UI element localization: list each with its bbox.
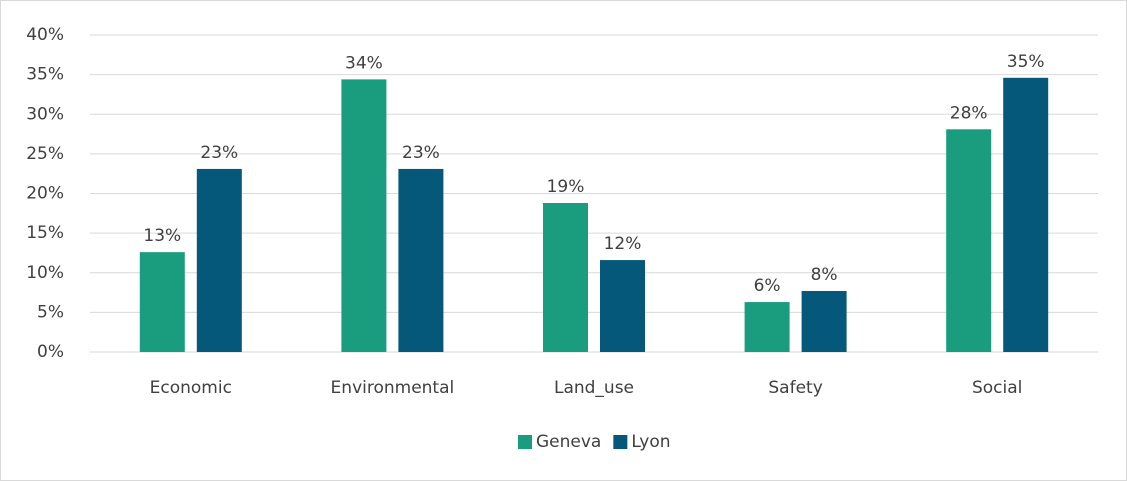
y-tick-label: 15% <box>26 223 64 243</box>
bar <box>1003 77 1049 353</box>
bar <box>196 168 242 352</box>
legend-swatch <box>518 435 532 449</box>
y-tick-label: 35% <box>26 65 64 85</box>
y-tick-label: 30% <box>26 104 64 124</box>
x-tick-label: Safety <box>768 378 822 398</box>
y-tick-label: 20% <box>26 184 64 204</box>
y-tick-label: 40% <box>26 25 64 45</box>
x-tick-label: Environmental <box>331 378 455 398</box>
legend-swatch <box>613 435 628 449</box>
data-label: 35% <box>1007 52 1045 72</box>
bar <box>600 260 645 352</box>
data-label: 19% <box>547 177 585 197</box>
bar <box>744 302 790 352</box>
y-tick-label: 10% <box>26 263 64 283</box>
data-label: 34% <box>345 53 383 73</box>
data-label: 23% <box>402 143 440 163</box>
y-tick-label: 25% <box>26 144 64 164</box>
y-tick-label: 0% <box>37 342 64 362</box>
bar <box>801 290 847 352</box>
data-label: 13% <box>143 226 181 246</box>
bar <box>398 168 444 352</box>
bar <box>341 79 387 352</box>
data-label: 6% <box>754 276 781 296</box>
bar <box>946 129 992 352</box>
bar <box>139 252 185 352</box>
data-label: 23% <box>200 143 238 163</box>
x-tick-label: Economic <box>150 378 232 398</box>
legend-label: Geneva <box>536 432 601 452</box>
y-tick-label: 5% <box>37 302 64 322</box>
legend-label: Lyon <box>631 432 670 452</box>
x-tick-label: Land_use <box>554 378 634 398</box>
data-label: 28% <box>950 103 988 123</box>
data-label: 8% <box>811 265 838 285</box>
bar <box>543 203 588 352</box>
x-tick-label: Social <box>972 378 1022 398</box>
data-label: 12% <box>604 234 642 254</box>
